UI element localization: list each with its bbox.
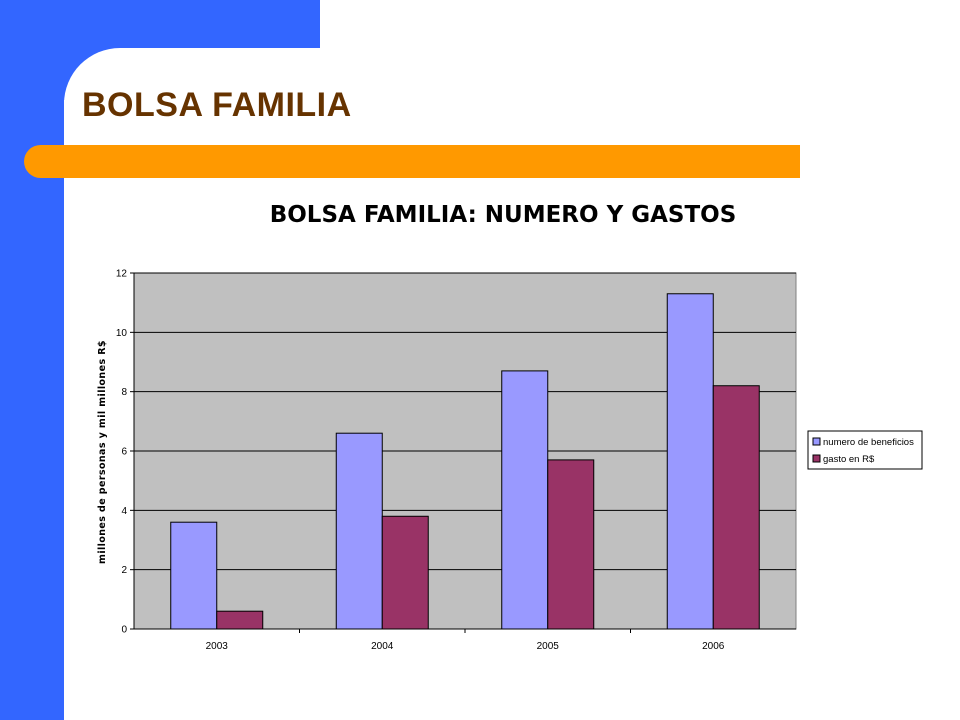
x-tick-label: 2005 [537,641,560,652]
bar-beneficios-2005 [501,370,549,630]
y-tick-label: 4 [121,506,127,517]
y-tick-label: 2 [121,565,127,576]
x-tick-label: 2006 [702,641,725,652]
legend-swatch [812,454,821,463]
y-tick-label: 0 [121,625,127,636]
legend-label: numero de beneficios [823,437,914,448]
x-tick-label: 2004 [371,641,394,652]
y-axis-label: millones de personas y mil millones R$ [97,340,108,564]
y-tick-label: 6 [121,447,127,458]
title-underline-bar [24,145,800,178]
legend-swatch [812,437,821,446]
bar-gasto-2003 [216,610,264,630]
bar-gasto-2004 [381,515,429,630]
left-accent-bar [0,0,64,720]
x-tick-label: 2003 [206,641,229,652]
legend-box [807,430,923,470]
slide-title: BOLSA FAMILIA [82,86,352,124]
bar-beneficios-2006 [666,293,714,630]
bar-beneficios-2004 [335,432,383,630]
chart-title: BOLSA FAMILIA: NUMERO Y GASTOS [270,202,737,228]
bar-beneficios-2003 [170,521,218,630]
y-tick-label: 10 [116,328,128,339]
bar-gasto-2006 [712,385,760,630]
legend-label: gasto en R$ [823,454,875,465]
y-tick-label: 12 [116,269,128,280]
y-tick-label: 8 [121,387,127,398]
bar-gasto-2005 [547,459,595,630]
